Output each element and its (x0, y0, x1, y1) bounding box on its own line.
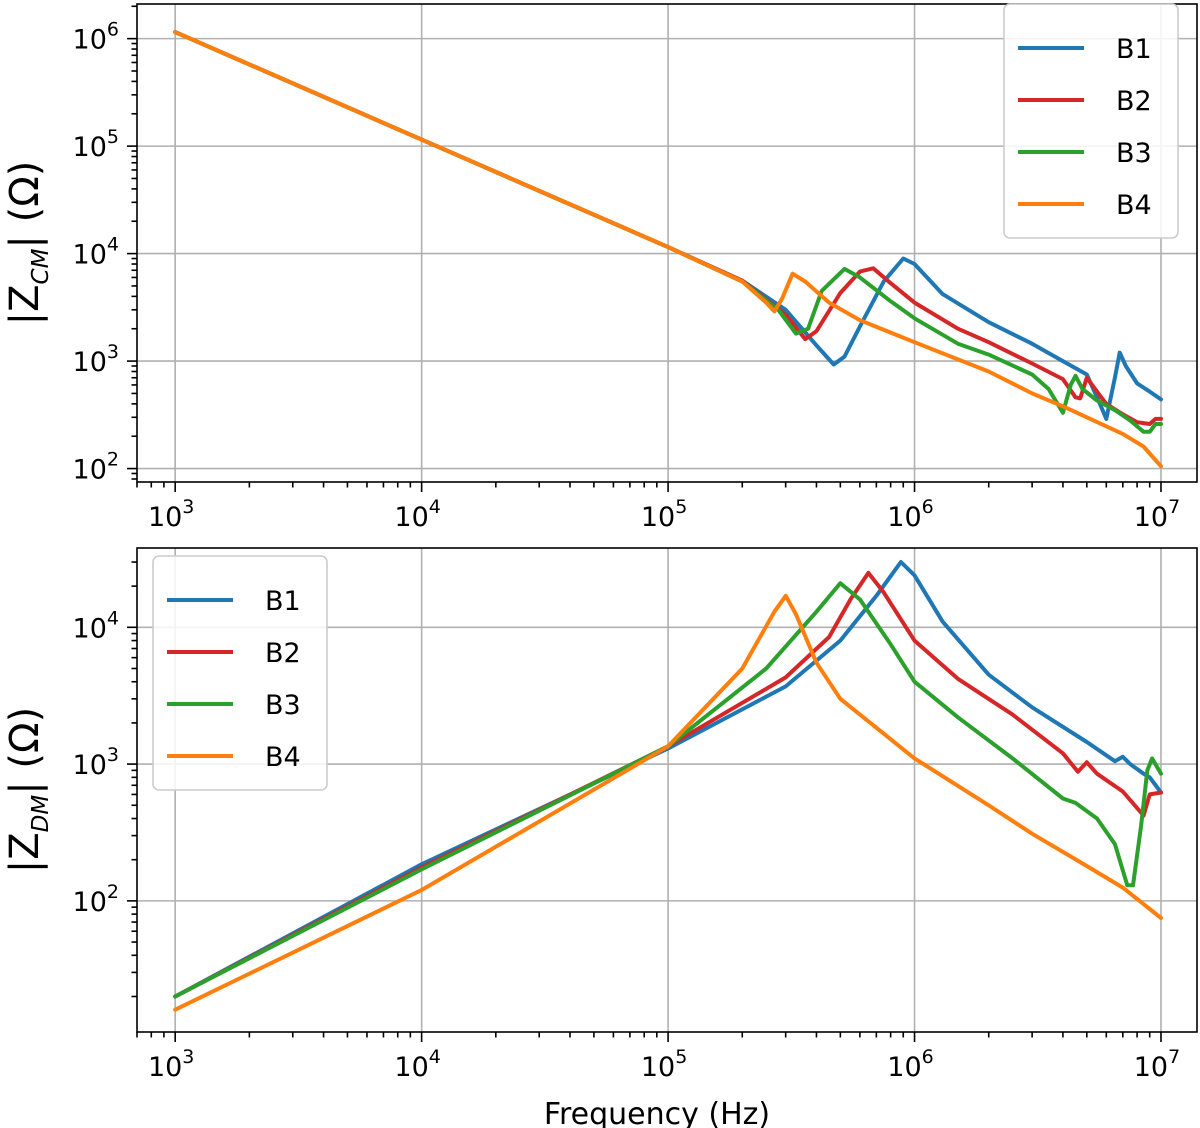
p1-legend-label-b1: B1 (265, 586, 301, 617)
p0-x-tick-label-2: 105 (641, 496, 687, 533)
p1-series-line-b1 (173, 560, 1163, 999)
p0-y-axis-label: |ZCM| (Ω) (2, 161, 54, 326)
p1-x-tick-label-4: 107 (1134, 1046, 1180, 1083)
p0-x-tick-label-1: 104 (394, 496, 440, 533)
p1-legend: B1 B2 B3 B4 (152, 555, 328, 791)
p1-series-line-b2 (173, 570, 1163, 999)
p1-y-tick-label-1: 103 (73, 744, 119, 781)
p0-y-tick-label-3: 105 (73, 126, 119, 163)
p1-series-lines (173, 560, 1163, 1012)
p1-y-tick-label-2: 104 (73, 607, 119, 644)
p1-ticks (127, 561, 1162, 1042)
p1-x-tick-label-2: 105 (641, 1046, 687, 1083)
p1-x-axis-label: Frequency (Hz) (544, 1097, 770, 1128)
cm-impedance-panel: 103 104 105 106 107 102 103 104 105 106 |ZCM| (Ω) B… (2, 3, 1198, 533)
p0-y-tick-label-1: 103 (73, 341, 119, 378)
p0-series-line-b3 (173, 30, 1163, 434)
p1-x-tick-label-3: 106 (887, 1046, 933, 1083)
p1-series-line-b3 (173, 581, 1163, 999)
p1-series-line-b4 (173, 593, 1163, 1012)
p0-legend-box (1003, 3, 1179, 239)
p0-x-tick-label-4: 107 (1134, 496, 1180, 533)
p0-series-lines (173, 30, 1163, 469)
p0-legend-label-b2: B2 (1116, 86, 1152, 117)
p0-x-tick-label-0: 103 (148, 496, 194, 533)
p0-x-tick-label-3: 106 (887, 496, 933, 533)
p0-legend-label-b3: B3 (1116, 138, 1152, 169)
p0-legend: B1 B2 B3 B4 (1003, 3, 1179, 239)
p0-y-tick-label-4: 106 (73, 19, 119, 56)
p0-plot-frame (136, 3, 1198, 483)
dm-impedance-panel: 103 104 105 106 107 102 103 104 |ZDM| (Ω) Frequen… (2, 547, 1198, 1128)
p1-plot-frame (136, 547, 1198, 1033)
p0-ticks (127, 5, 1162, 492)
p1-y-axis-label: |ZDM| (Ω) (2, 707, 54, 873)
p1-x-tick-label-1: 104 (394, 1046, 440, 1083)
p0-y-tick-label-2: 104 (73, 234, 119, 271)
p0-legend-label-b4: B4 (1116, 190, 1152, 221)
p1-legend-label-b2: B2 (265, 638, 301, 669)
p0-legend-label-b1: B1 (1116, 34, 1152, 65)
p0-series-line-b1 (173, 30, 1163, 421)
p0-y-tick-label-0: 102 (73, 449, 119, 486)
p0-series-line-b4 (173, 30, 1163, 469)
p1-legend-label-b4: B4 (265, 742, 301, 773)
p1-x-tick-label-0: 103 (148, 1046, 194, 1083)
p1-y-tick-label-0: 102 (73, 881, 119, 918)
p1-legend-box (152, 555, 328, 791)
p1-legend-label-b3: B3 (265, 690, 301, 721)
